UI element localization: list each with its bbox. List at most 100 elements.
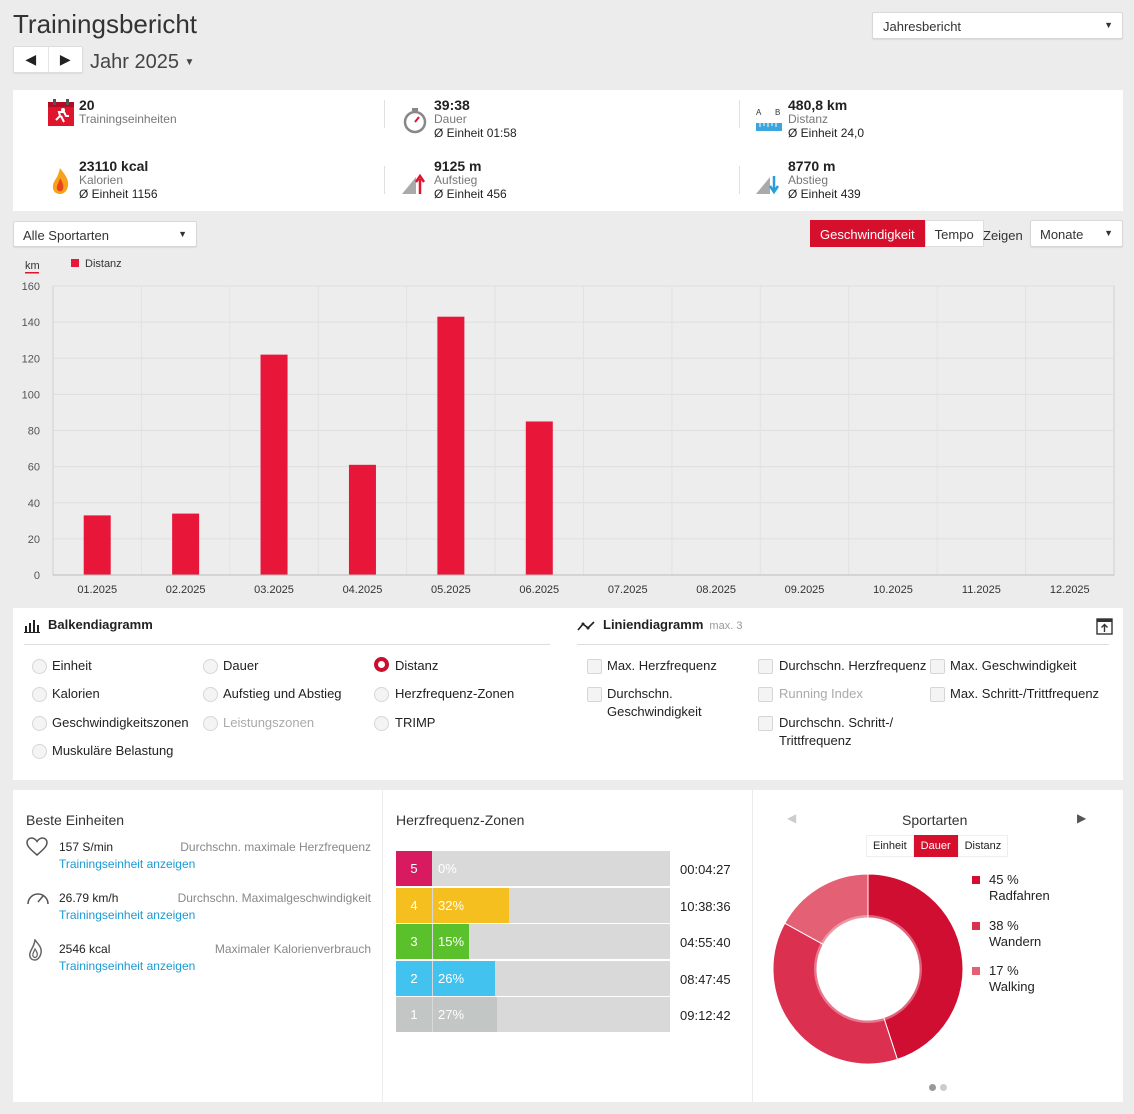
report-type-select[interactable]: Jahresbericht ▼ xyxy=(872,12,1123,39)
tab-dauer[interactable]: Dauer xyxy=(913,835,958,857)
option-einheit[interactable]: Einheit xyxy=(52,658,92,673)
legend-swatch xyxy=(71,259,79,267)
checkbox-max-cadence[interactable] xyxy=(930,687,945,702)
zone-percent: 0% xyxy=(438,861,457,876)
divider xyxy=(739,100,740,128)
best-value: 2546 kcal xyxy=(59,942,111,956)
tab-einheit[interactable]: Einheit xyxy=(866,835,914,857)
view-session-link[interactable]: Trainingseinheit anzeigen xyxy=(59,908,196,922)
page-title: Trainingsbericht xyxy=(13,9,198,39)
option-kalorien[interactable]: Kalorien xyxy=(52,686,100,701)
radio-distanz[interactable] xyxy=(374,657,389,672)
sports-donut-chart xyxy=(773,874,963,1064)
zone-number: 5 xyxy=(396,851,432,886)
svg-text:B: B xyxy=(775,108,780,117)
granularity-value: Monate xyxy=(1040,227,1084,242)
radio-einheit[interactable] xyxy=(32,659,47,674)
option-hf-zonen[interactable]: Herzfrequenz-Zonen xyxy=(395,686,515,701)
stat-average: Ø Einheit 439 xyxy=(788,187,861,201)
bar-chart-header: Balkendiagramm xyxy=(24,617,153,633)
heart-icon xyxy=(26,837,48,856)
next-period-button[interactable]: ▶ xyxy=(59,51,71,67)
option-avg-hf[interactable]: Durchschn. Herzfrequenz xyxy=(779,658,927,673)
radio-dauer[interactable] xyxy=(203,659,218,674)
sports-tabs: Einheit Dauer Distanz xyxy=(866,835,1009,857)
view-session-link[interactable]: Trainingseinheit anzeigen xyxy=(59,857,196,871)
option-max-hf[interactable]: Max. Herzfrequenz xyxy=(607,658,717,673)
best-description: Durchschn. Maximalgeschwindigkeit xyxy=(177,891,371,905)
x-tick-label: 06.2025 xyxy=(519,584,559,596)
stat-value: 20 xyxy=(79,97,95,113)
checkbox-avg-hf[interactable] xyxy=(758,659,773,674)
y-tick-label: 140 xyxy=(22,317,40,329)
option-avg-speed[interactable]: Durchschn. Geschwindigkeit xyxy=(607,686,702,719)
stat-value: 480,8 km xyxy=(788,97,848,113)
sport-filter-value: Alle Sportarten xyxy=(23,228,109,243)
option-leistungszonen: Leistungszonen xyxy=(223,715,315,730)
hr-zone-bar: 5 0% xyxy=(396,851,670,886)
option-geschwindigkeitszonen[interactable]: Geschwindigkeitszonen xyxy=(52,715,189,730)
x-tick-label: 07.2025 xyxy=(608,584,648,596)
donut-slice[interactable] xyxy=(773,922,898,1064)
x-tick-label: 03.2025 xyxy=(254,584,294,596)
stat-label: Trainingseinheiten xyxy=(79,112,177,126)
zone-fill xyxy=(433,960,495,996)
option-aufstieg-abstieg[interactable]: Aufstieg und Abstieg xyxy=(223,686,342,701)
radio-geschwindigkeitszonen[interactable] xyxy=(32,716,47,731)
best-description: Durchschn. maximale Herzfrequenz xyxy=(180,840,371,854)
radio-trimp[interactable] xyxy=(374,716,389,731)
checkbox-avg-speed[interactable] xyxy=(587,687,602,702)
radio-kalorien[interactable] xyxy=(32,687,47,702)
prev-period-button[interactable]: ◀ xyxy=(14,47,49,72)
bar[interactable] xyxy=(83,515,111,575)
period-select[interactable]: Jahr 2025 ▼ xyxy=(90,51,194,74)
radio-hf-zonen[interactable] xyxy=(374,687,389,702)
stat-duration: 39:38 Dauer Ø Einheit 01:58 xyxy=(402,98,722,148)
bar[interactable] xyxy=(260,354,288,575)
x-tick-label: 04.2025 xyxy=(343,584,383,596)
option-max-cadence[interactable]: Max. Schritt-/Trittfrequenz xyxy=(950,686,1100,701)
checkbox-avg-cadence[interactable] xyxy=(758,716,773,731)
sport-filter-select[interactable]: Alle Sportarten ▼ xyxy=(13,221,197,247)
zone-time: 08:47:45 xyxy=(680,971,731,987)
donut-slice[interactable] xyxy=(784,874,869,946)
best-sessions-panel: Beste Einheiten 157 S/min Durchschn. max… xyxy=(13,790,382,1102)
bar[interactable] xyxy=(172,513,200,575)
stopwatch-icon xyxy=(403,108,427,134)
donut-slice[interactable] xyxy=(867,874,963,1060)
speed-toggle-button[interactable]: Geschwindigkeit xyxy=(810,220,925,247)
line-chart-max: max. 3 xyxy=(709,620,743,632)
option-dauer[interactable]: Dauer xyxy=(223,658,259,673)
legend-swatch xyxy=(972,921,980,930)
prev-arrow-icon[interactable]: ◀ xyxy=(787,811,797,825)
caret-down-icon: ▼ xyxy=(1104,20,1113,30)
option-distanz[interactable]: Distanz xyxy=(395,658,439,673)
zone-number: 1 xyxy=(396,997,432,1032)
option-max-speed[interactable]: Max. Geschwindigkeit xyxy=(950,658,1077,673)
best-description: Maximaler Kalorienverbrauch xyxy=(214,942,371,956)
pager-dot-active[interactable] xyxy=(929,1084,936,1091)
y-tick-label: 20 xyxy=(28,534,40,546)
bar[interactable] xyxy=(525,421,553,575)
checkbox-max-hf[interactable] xyxy=(587,659,602,674)
granularity-select[interactable]: Monate ▼ xyxy=(1030,220,1123,247)
zone-number: 4 xyxy=(396,887,432,923)
next-arrow-icon[interactable]: ▶ xyxy=(1077,811,1087,825)
sport-percent: 38 % xyxy=(989,917,1019,933)
radio-muskulaere-belastung[interactable] xyxy=(32,744,47,759)
pager-dot[interactable] xyxy=(940,1084,947,1091)
option-trimp[interactable]: TRIMP xyxy=(395,715,436,730)
tab-distanz[interactable]: Distanz xyxy=(957,835,1009,857)
radio-aufstieg-abstieg[interactable] xyxy=(203,687,218,702)
option-avg-cadence[interactable]: Durchschn. Schritt-/ Trittfrequenz xyxy=(779,715,894,748)
export-icon[interactable] xyxy=(1096,618,1113,635)
pace-toggle-button[interactable]: Tempo xyxy=(924,220,984,247)
sport-legend-item: 17 % Walking xyxy=(972,963,1035,995)
y-tick-label: 100 xyxy=(22,389,40,401)
bar[interactable] xyxy=(348,464,376,575)
view-session-link[interactable]: Trainingseinheit anzeigen xyxy=(59,959,196,973)
option-muskulaere-belastung[interactable]: Muskuläre Belastung xyxy=(52,743,174,758)
bar[interactable] xyxy=(437,316,465,575)
checkbox-max-speed[interactable] xyxy=(930,659,945,674)
